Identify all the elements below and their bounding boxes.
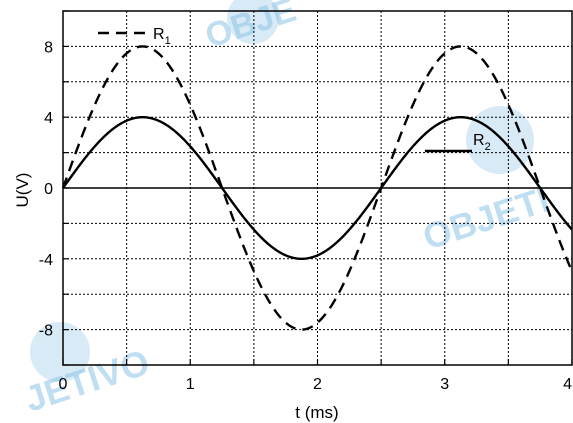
y-tick-label: -8	[39, 323, 53, 340]
legend-r1: R1	[98, 26, 171, 47]
series-layer	[61, 45, 573, 331]
legend-r1-label: R1	[153, 26, 171, 47]
y-axis-label: U(V)	[13, 173, 32, 208]
watermark-text-top: OBJE	[201, 0, 301, 56]
y-tick-label: -4	[39, 252, 53, 269]
x-tick-label: 4	[563, 376, 572, 393]
x-axis-label: t (ms)	[295, 403, 338, 422]
legend-r2-label: R2	[473, 132, 491, 153]
y-tick-label: 8	[44, 39, 53, 56]
series-line-r1	[61, 45, 573, 331]
legend-r2: R2	[425, 132, 491, 153]
x-tick-label: 0	[59, 376, 68, 393]
series-line-r2	[62, 116, 573, 260]
y-tick-label: 0	[44, 181, 53, 198]
watermark: OBJE OBJETI JETIVO	[20, 0, 554, 420]
ticks	[62, 10, 573, 366]
x-tick-label: 2	[313, 376, 322, 393]
x-tick-label: 1	[186, 376, 195, 393]
y-tick-label: 4	[44, 110, 53, 127]
x-tick-label: 3	[440, 376, 449, 393]
tick-labels: 0 1 2 3 4 -8 -4 0 4 8	[39, 39, 572, 393]
watermark-text-mid: OBJETI	[418, 178, 554, 257]
